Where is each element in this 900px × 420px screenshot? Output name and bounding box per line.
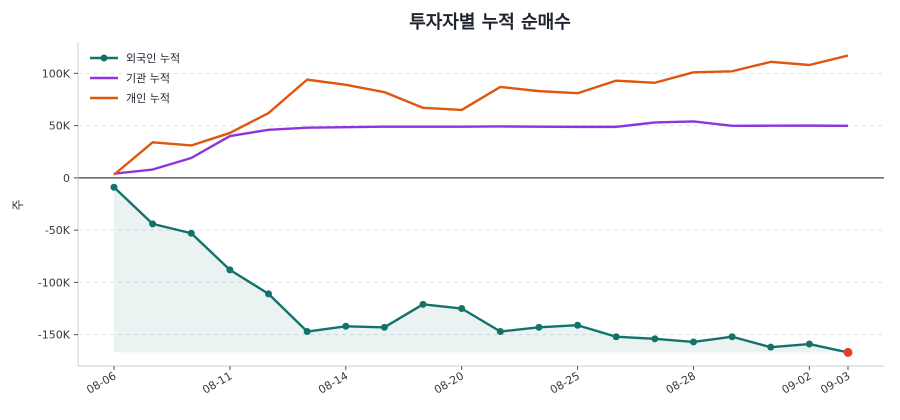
series-lines — [113, 54, 849, 354]
series-0-point-19 — [843, 347, 853, 357]
x-tick-label-1: 08-11 — [200, 369, 234, 396]
chart-title: 투자자별 누적 순매수 — [409, 12, 571, 33]
series-0-point-18 — [805, 340, 813, 348]
y-tick-label-2: 0 — [63, 172, 70, 185]
series-0-point-14 — [651, 335, 659, 343]
x-tick-label-4: 08-25 — [548, 369, 582, 396]
legend-label-2: 개인 누적 — [126, 92, 170, 105]
series-0-point-13 — [612, 333, 620, 341]
x-ticks: 08-06 08-11 08-14 08-20 08-25 08-28 09-02 09-03 — [84, 366, 853, 397]
legend-marker-0 — [100, 54, 108, 62]
y-axis-label: 주 — [11, 199, 25, 210]
legend-label-0: 외국인 누적 — [126, 52, 180, 65]
x-tick-label-3: 08-20 — [432, 369, 466, 396]
series-0-point-15 — [689, 338, 697, 346]
series-0-point-2 — [187, 229, 195, 237]
series-0-point-1 — [149, 220, 157, 228]
y-tick-label-3: -50K — [45, 224, 71, 237]
series-points — [110, 183, 853, 357]
series-0-point-3 — [226, 266, 234, 274]
area-fill — [114, 187, 848, 353]
y-tick-label-1: 50K — [49, 120, 71, 133]
series-0-line — [113, 186, 849, 354]
series-0-point-8 — [419, 300, 427, 308]
x-tick-label-0: 08-06 — [84, 369, 118, 396]
y-tick-label-0: 100K — [42, 67, 71, 80]
x-tick-label-2: 08-14 — [316, 369, 350, 396]
series-0-point-11 — [535, 323, 543, 331]
series-0-point-4 — [265, 290, 273, 298]
y-tick-label-5: -150K — [38, 329, 71, 342]
series-0-point-17 — [767, 343, 775, 351]
x-tick-label-7: 09-03 — [818, 369, 852, 396]
series-0-point-16 — [728, 333, 736, 341]
series-0-point-7 — [380, 323, 388, 331]
series-2-line — [113, 54, 849, 176]
series-0-point-9 — [458, 305, 466, 313]
series-0-point-10 — [496, 328, 504, 336]
legend-label-1: 기관 누적 — [126, 72, 170, 85]
series-0-point-12 — [574, 321, 582, 329]
y-ticks: 100K 50K 0 -50K -100K -150K — [38, 67, 78, 342]
series-0-point-0 — [110, 183, 118, 191]
series-0-point-5 — [303, 328, 311, 336]
series-0-point-6 — [342, 322, 350, 330]
axes — [77, 42, 884, 367]
y-tick-label-4: -100K — [38, 276, 71, 289]
x-tick-label-5: 08-28 — [664, 369, 698, 396]
series-0-area — [114, 187, 848, 353]
x-tick-label-6: 09-02 — [780, 369, 814, 396]
series-1-line — [113, 120, 849, 175]
